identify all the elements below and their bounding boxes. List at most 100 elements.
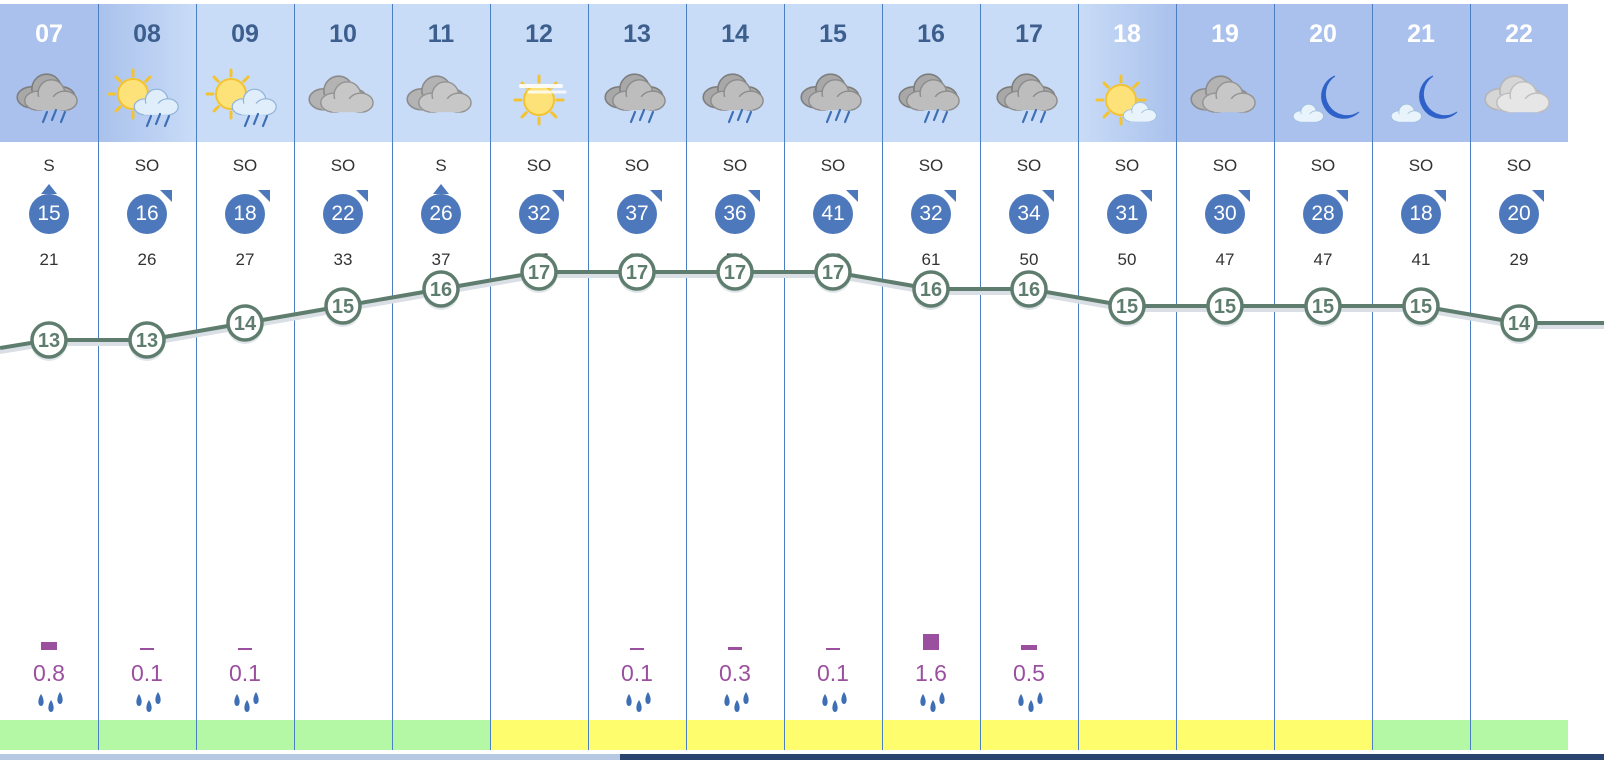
wind-arrow-icon (944, 190, 956, 202)
rain-drops-icon (626, 692, 651, 712)
column-divider (1274, 4, 1275, 750)
rain-drops-icon (724, 692, 749, 712)
wind-direction: SO (526, 156, 552, 175)
hour-column[interactable]: 21 SO 18 41 (1372, 4, 1470, 750)
rain-amount-bar (140, 648, 154, 650)
rain-amount: 0.8 (33, 660, 65, 686)
rain-amount-bar (728, 647, 742, 650)
scrollbar-thumb[interactable] (620, 754, 1604, 760)
wind-gust: 62 (823, 250, 843, 269)
column-divider (882, 4, 883, 750)
hour-column[interactable]: 09 SO 18 27 0.1 (196, 4, 294, 750)
wind-gust: 21 (39, 250, 59, 269)
sun-rain-cloud-icon (107, 68, 179, 128)
wind-direction: SO (624, 156, 650, 175)
column-divider (294, 4, 295, 750)
hour-label: 14 (721, 20, 749, 48)
hour-header (1470, 4, 1568, 142)
hour-column[interactable]: 18 SO 31 50 (1078, 4, 1176, 750)
rain-cloud-icon (604, 73, 666, 124)
wind-speed-badge: 18 (1401, 194, 1441, 234)
hour-label: 21 (1407, 20, 1435, 48)
wind-direction: SO (1408, 156, 1434, 175)
rain-cloud-icon (800, 73, 862, 124)
wind-gust: 61 (921, 250, 941, 269)
rain-drops-icon (1018, 692, 1043, 712)
wind-speed-badge: 15 (29, 194, 69, 234)
condition-strip (1372, 720, 1470, 750)
rain-cloud-icon (898, 73, 960, 124)
rain-drops-icon (822, 692, 847, 712)
column-divider (1176, 4, 1177, 750)
hour-column[interactable]: 19 SO 30 47 (1176, 4, 1274, 750)
hazy-sun-icon (513, 74, 567, 126)
condition-strip (1176, 720, 1274, 750)
moon-cloud-icon (1292, 75, 1360, 123)
hour-label: 07 (35, 20, 63, 48)
hour-header (294, 4, 392, 142)
condition-strip (490, 720, 588, 750)
wind-arrow-icon (41, 184, 57, 194)
wind-direction: SO (1212, 156, 1238, 175)
hour-header (1176, 4, 1274, 142)
wind-gust: 27 (235, 250, 255, 269)
hour-column[interactable]: 07 S 15 21 0.8 (0, 4, 98, 750)
column-divider (588, 4, 589, 750)
sun-cloud-icon (1095, 74, 1157, 126)
hour-column[interactable]: 17 SO 34 50 0.5 (980, 4, 1078, 750)
wind-direction: SO (1114, 156, 1140, 175)
hour-label: 08 (133, 20, 161, 48)
hour-label: 18 (1113, 20, 1141, 48)
wind-gust: 33 (333, 250, 353, 269)
wind-speed-badge: 34 (1009, 194, 1049, 234)
hour-column[interactable]: 08 SO 16 26 0.1 (98, 4, 196, 750)
column-divider (1078, 4, 1079, 750)
rain-amount: 0.3 (719, 660, 751, 686)
wind-speed-badge: 20 (1499, 194, 1539, 234)
wind-direction: S (435, 156, 447, 175)
condition-strip (784, 720, 882, 750)
hour-column[interactable]: 15 SO 41 62 0.1 (784, 4, 882, 750)
column-divider (980, 4, 981, 750)
rain-amount: 1.6 (915, 660, 947, 686)
cloud-icon (406, 75, 472, 113)
wind-gust: 47 (1215, 250, 1235, 269)
hour-column[interactable]: 10 SO 22 33 (294, 4, 392, 750)
hour-header (980, 4, 1078, 142)
column-divider (686, 4, 687, 750)
rain-amount: 0.1 (131, 660, 163, 686)
hour-column[interactable]: 12 SO 32 47 (490, 4, 588, 750)
wind-speed-badge: 22 (323, 194, 363, 234)
wind-gust: 50 (1117, 250, 1137, 269)
hour-label: 22 (1505, 20, 1533, 48)
condition-strip (882, 720, 980, 750)
wind-direction: SO (722, 156, 748, 175)
condition-strip (294, 720, 392, 750)
rain-amount-bar (923, 634, 939, 650)
rain-drops-icon (234, 692, 259, 712)
wind-gust: 61 (627, 250, 647, 269)
wind-direction: SO (1310, 156, 1336, 175)
rain-amount-bar (630, 648, 644, 650)
moon-cloud-icon (1390, 75, 1458, 123)
wind-speed-badge: 32 (911, 194, 951, 234)
wind-arrow-icon (748, 190, 760, 202)
wind-gust: 47 (529, 250, 549, 269)
column-divider (1470, 4, 1471, 750)
wind-arrow-icon (1532, 190, 1544, 202)
wind-speed-badge: 32 (519, 194, 559, 234)
hour-column[interactable]: 20 SO 28 47 (1274, 4, 1372, 750)
hour-label: 11 (427, 20, 455, 48)
hour-column[interactable]: 11 S 26 37 (392, 4, 490, 750)
condition-strip (686, 720, 784, 750)
hour-label: 20 (1309, 20, 1337, 48)
hour-column[interactable]: 22 SO 20 29 (1470, 4, 1568, 750)
light-cloud-icon (1484, 75, 1550, 113)
wind-gust: 26 (137, 250, 157, 269)
hour-column[interactable]: 16 SO 32 61 1.6 (882, 4, 980, 750)
column-divider (98, 4, 99, 750)
wind-speed-badge: 16 (127, 194, 167, 234)
wind-gust: 41 (1411, 250, 1431, 269)
hour-column[interactable]: 14 SO 36 54 0.3 (686, 4, 784, 750)
hour-column[interactable]: 13 SO 37 61 0.1 (588, 4, 686, 750)
